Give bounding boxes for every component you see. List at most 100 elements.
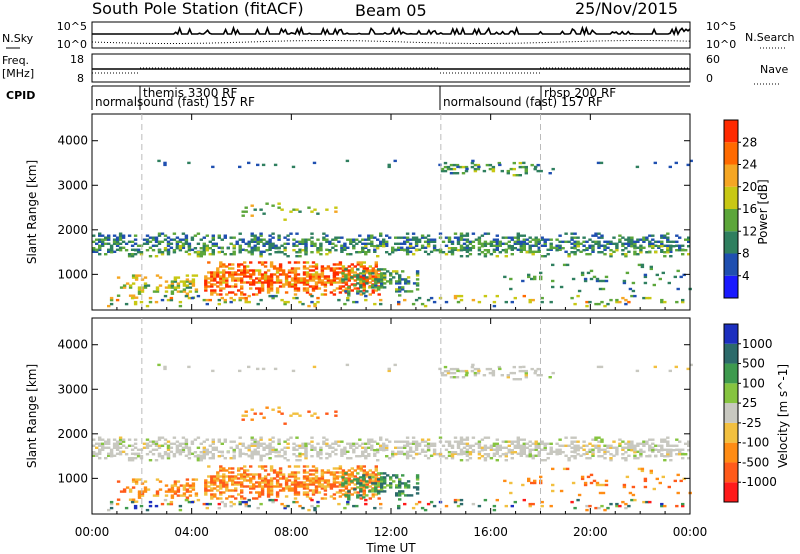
power-cell (199, 247, 203, 250)
power-cell (395, 272, 399, 275)
power-cell (107, 248, 111, 251)
power-colorbar-swatch (724, 275, 738, 298)
power-cell (252, 271, 256, 274)
velocity-cell (455, 376, 460, 379)
power-cell (182, 280, 187, 283)
velocity-cell (284, 487, 289, 490)
velocity-cell (234, 477, 238, 480)
power-cell (187, 245, 192, 248)
power-cell (504, 249, 508, 252)
power-cell (232, 236, 236, 239)
velocity-cell (271, 448, 275, 451)
velocity-cell (528, 444, 532, 447)
velocity-cell (397, 446, 401, 449)
power-cell (155, 286, 160, 289)
power-cell (289, 232, 293, 235)
power-cell (405, 253, 410, 256)
velocity-cell (519, 446, 523, 449)
power-cell (175, 240, 180, 243)
power-cell (145, 240, 150, 243)
power-cell (570, 296, 574, 300)
velocity-cell (405, 457, 410, 460)
velocity-cell (543, 444, 547, 447)
power-cell (346, 246, 350, 249)
power-cell (272, 265, 277, 268)
power-cell (217, 302, 221, 306)
power-cell (652, 283, 656, 287)
velocity-cell (486, 455, 491, 458)
velocity-cell (284, 479, 289, 482)
power-cell (293, 289, 298, 292)
power-cell (489, 242, 494, 245)
velocity-cell (600, 440, 604, 443)
velocity-cell (362, 487, 366, 490)
velocity-cell (507, 440, 511, 443)
power-cell (271, 296, 275, 300)
velocity-cell (253, 442, 257, 445)
velocity-cell (107, 452, 111, 455)
velocity-cell (624, 442, 628, 445)
power-cell (524, 172, 528, 175)
power-cell (562, 263, 567, 267)
power-cell (651, 234, 655, 237)
power-cell (507, 245, 511, 248)
velocity-cell (257, 465, 262, 468)
velocity-cell (555, 450, 559, 453)
velocity-cell (205, 451, 209, 454)
velocity-cell (347, 481, 351, 484)
velocity-cell (323, 497, 328, 500)
power-cell (92, 250, 96, 253)
power-cell (160, 253, 165, 256)
power-cell (263, 273, 268, 276)
velocity-cell (185, 482, 190, 485)
power-cell (290, 277, 295, 280)
power-cell (213, 271, 217, 274)
power-cell (600, 244, 604, 247)
velocity-cell (404, 486, 408, 489)
velocity-cell (340, 440, 344, 443)
power-cell (426, 245, 431, 248)
velocity-cell (585, 444, 589, 447)
velocity-cell (595, 483, 600, 487)
velocity-cell (290, 483, 295, 486)
velocity-cell (579, 446, 583, 449)
velocity-cell (148, 450, 153, 453)
power-cell (127, 234, 132, 237)
power-cell (259, 255, 263, 258)
power-cell (332, 271, 337, 274)
velocity-cell (395, 494, 399, 497)
velocity-cell (292, 446, 296, 449)
power-cell (163, 234, 168, 237)
power-cell (495, 238, 499, 241)
power-cell (256, 302, 260, 306)
power-cell (356, 290, 360, 293)
power-cell (465, 244, 470, 247)
velocity-cell (115, 452, 120, 455)
velocity-cell (666, 455, 670, 458)
velocity-cell (426, 446, 431, 449)
velocity-cell (465, 459, 470, 462)
velocity-cell (157, 453, 162, 456)
power-cell (456, 236, 461, 239)
velocity-cell (370, 448, 374, 451)
power-cell (397, 242, 401, 245)
power-cell (219, 277, 223, 280)
velocity-cell (310, 504, 314, 508)
power-cell (223, 253, 227, 256)
power-cell (166, 253, 171, 256)
power-cell (453, 294, 458, 298)
velocity-cell (271, 408, 275, 411)
power-cell (495, 294, 499, 298)
velocity-cell (255, 485, 259, 488)
power-cell (166, 248, 171, 251)
velocity-cell (247, 504, 251, 508)
power-cell (337, 298, 341, 302)
velocity-cell (588, 450, 592, 453)
power-cell (190, 296, 195, 300)
power-cell (365, 269, 369, 272)
power-cell (329, 269, 334, 272)
power-cell (244, 242, 248, 245)
velocity-cell (516, 452, 520, 455)
power-cell (241, 214, 245, 217)
velocity-cell (362, 476, 366, 479)
